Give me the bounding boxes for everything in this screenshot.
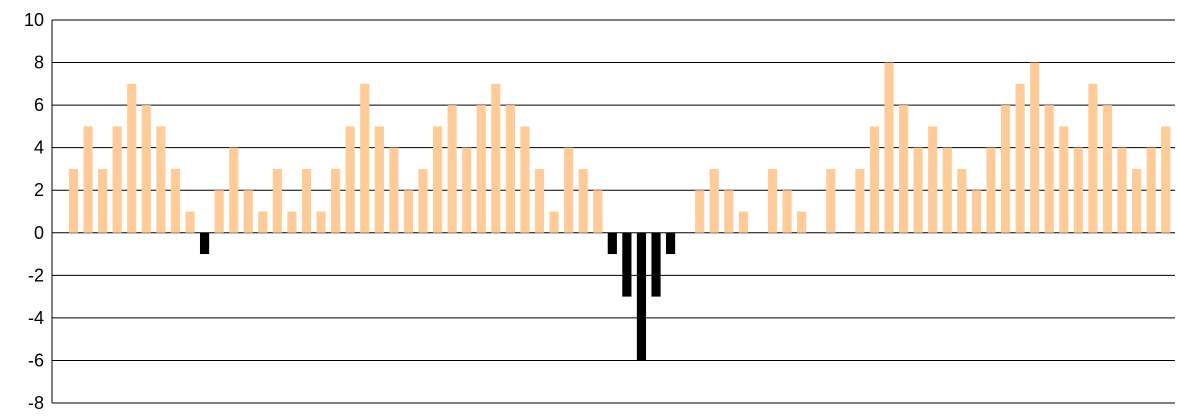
- bar-positive: [389, 147, 399, 233]
- bar-positive: [447, 105, 457, 233]
- y-tick-label: 6: [34, 95, 44, 115]
- bar-positive: [709, 168, 719, 233]
- bar-positive: [258, 211, 268, 233]
- bar-positive: [432, 126, 443, 233]
- bar-positive: [214, 190, 224, 233]
- bar-positive: [170, 168, 181, 233]
- bar-positive: [272, 168, 282, 233]
- bar-positive: [767, 168, 778, 233]
- y-tick-label: 0: [34, 223, 44, 243]
- bar-positive: [505, 105, 515, 233]
- bar-positive: [127, 83, 137, 233]
- bar-positive: [360, 83, 370, 233]
- bar-positive: [1044, 105, 1054, 233]
- bar-positive: [476, 105, 486, 233]
- y-tick-label: 8: [34, 53, 44, 73]
- bar-positive: [112, 126, 122, 233]
- bar-positive: [520, 126, 530, 233]
- bar-positive: [942, 147, 952, 233]
- bar-positive: [345, 126, 355, 233]
- bar-positive: [534, 168, 545, 233]
- bar-positive: [243, 190, 253, 233]
- y-tick-label: -8: [28, 393, 44, 413]
- bar-positive: [1146, 147, 1156, 233]
- bar-positive: [884, 62, 894, 233]
- bar-positive: [695, 190, 705, 233]
- bar-positive: [971, 190, 981, 233]
- bar-positive: [1117, 147, 1127, 233]
- y-tick-label: -6: [28, 350, 44, 370]
- bar-positive: [1015, 83, 1025, 233]
- bar-positive: [1059, 126, 1069, 233]
- bar-positive: [68, 168, 79, 233]
- bar-positive: [855, 168, 865, 233]
- bar-positive: [98, 168, 108, 233]
- bar-positive: [928, 126, 938, 233]
- bar-positive: [957, 168, 967, 233]
- bar-negative: [622, 232, 632, 297]
- bar-positive: [1073, 147, 1083, 233]
- bar-negative: [665, 232, 676, 255]
- bar-positive: [316, 211, 326, 233]
- y-tick-label: -4: [28, 308, 44, 328]
- bar-positive: [913, 147, 923, 233]
- bar-positive: [738, 211, 748, 233]
- bar-negative: [651, 232, 661, 297]
- y-axis-tick-labels: 10 8 6 4 2 0 -2 -4 -6 -8: [24, 10, 44, 413]
- y-tick-label: 10: [24, 10, 44, 30]
- bar-positive: [1000, 105, 1011, 233]
- bar-positive: [1088, 83, 1098, 233]
- bar-positive: [229, 147, 239, 233]
- bar-positive: [869, 126, 880, 233]
- bar-positive: [724, 190, 734, 233]
- bar-positive: [564, 147, 574, 233]
- bar-positive: [462, 147, 472, 233]
- gridlines: [52, 19, 1175, 404]
- bar-positive: [83, 126, 93, 233]
- bar-positive: [491, 83, 501, 233]
- bar-positive: [593, 190, 603, 233]
- bar-positive: [403, 190, 414, 233]
- bar-positive: [578, 168, 588, 233]
- bar-negative: [607, 232, 617, 255]
- bar-positive: [986, 147, 996, 233]
- bar-positive: [331, 168, 341, 233]
- bar-positive: [782, 190, 792, 233]
- bar-positive: [549, 211, 559, 233]
- bars: [68, 62, 1171, 361]
- bar-positive: [1161, 126, 1171, 233]
- bar-positive: [899, 105, 909, 233]
- bar-positive: [185, 211, 195, 233]
- y-tick-label: 4: [34, 138, 44, 158]
- bar-negative: [636, 232, 647, 361]
- bar-positive: [418, 168, 428, 233]
- bar-positive: [374, 126, 384, 233]
- bar-negative: [199, 232, 210, 255]
- bar-positive: [301, 168, 312, 233]
- bar-positive: [797, 211, 807, 233]
- bar-positive: [156, 126, 166, 233]
- bar-positive: [141, 105, 151, 233]
- bar-positive: [1030, 62, 1040, 233]
- bar-positive: [287, 211, 297, 233]
- bar-positive: [826, 168, 836, 233]
- y-tick-label: -2: [28, 265, 44, 285]
- bar-positive: [1132, 168, 1142, 233]
- bar-positive: [1102, 105, 1113, 233]
- y-tick-label: 2: [34, 180, 44, 200]
